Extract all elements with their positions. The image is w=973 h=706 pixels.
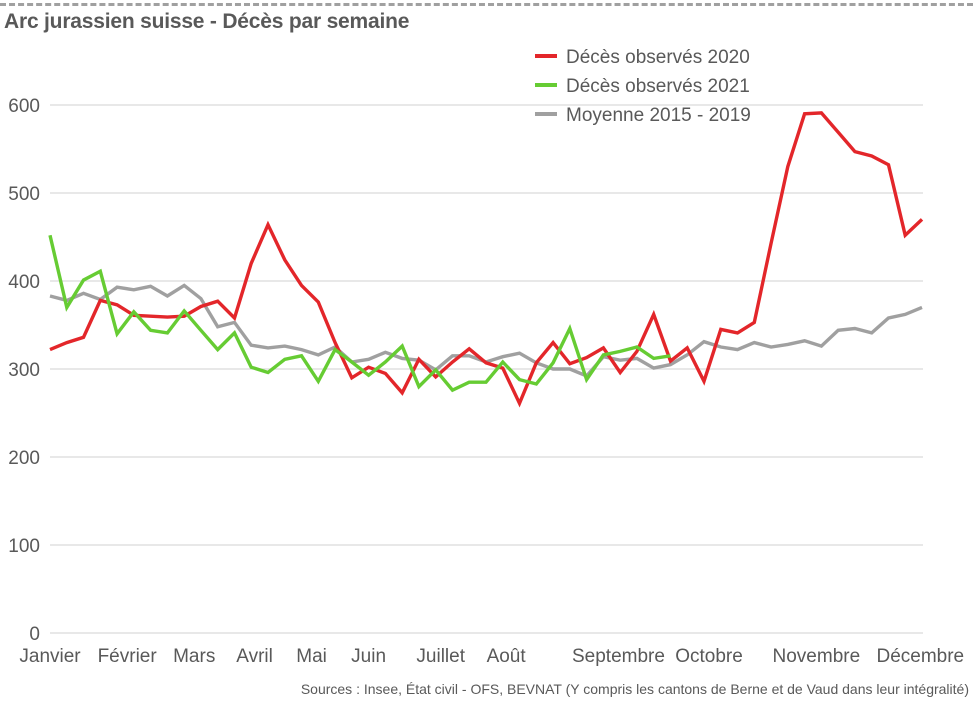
y-tick-label: 200 <box>8 448 40 469</box>
x-tick-label: Mars <box>173 646 215 667</box>
y-tick-label: 0 <box>29 624 40 645</box>
legend-item: Moyenne 2015 - 2019 <box>535 105 751 126</box>
y-tick-label: 400 <box>8 272 40 293</box>
legend: Décès observés 2020 Décès observés 2021 Mo… <box>535 47 751 126</box>
source-note: Sources : Insee, État civil - OFS, BEVNA… <box>300 681 969 697</box>
x-axis-month-labels: Janvier Février Mars Avril Mai Juin Juillet Aoû… <box>19 646 964 667</box>
gridlines <box>50 104 923 634</box>
x-tick-label: Juin <box>351 646 386 667</box>
top-dashed-border <box>0 3 973 6</box>
y-axis-ticks: 0 100 200 300 400 500 600 <box>8 96 40 645</box>
x-tick-label: Septembre <box>572 646 665 667</box>
legend-label: Moyenne 2015 - 2019 <box>566 105 751 126</box>
x-tick-label: Octobre <box>675 646 743 667</box>
x-tick-label: Décembre <box>876 646 964 667</box>
series-line <box>49 111 924 408</box>
chart-title: Arc jurassien suisse - Décès par semaine <box>4 10 410 33</box>
x-tick-label: Mai <box>296 646 327 667</box>
x-tick-label: Août <box>487 646 527 667</box>
y-tick-label: 300 <box>8 360 40 381</box>
y-tick-label: 600 <box>8 96 40 117</box>
series-0 <box>49 111 924 408</box>
x-tick-label: Février <box>98 646 158 667</box>
x-tick-label: Juillet <box>416 646 465 667</box>
x-tick-label: Novembre <box>773 646 861 667</box>
series-line <box>48 234 671 393</box>
legend-item: Décès observés 2021 <box>535 76 750 97</box>
series-1 <box>48 234 671 393</box>
series-lines <box>48 111 924 408</box>
legend-label: Décès observés 2020 <box>566 47 750 68</box>
x-tick-label: Avril <box>236 646 273 667</box>
legend-item: Décès observés 2020 <box>535 47 750 68</box>
x-tick-label: Janvier <box>19 646 81 667</box>
y-tick-label: 100 <box>8 536 40 557</box>
y-tick-label: 500 <box>8 184 40 205</box>
legend-label: Décès observés 2021 <box>566 76 750 97</box>
